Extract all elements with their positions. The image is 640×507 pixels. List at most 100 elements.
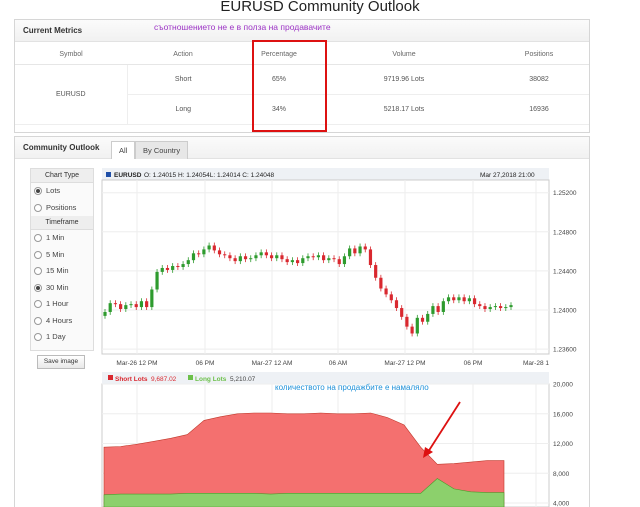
candle <box>342 256 347 265</box>
candle <box>488 307 492 310</box>
long-lots-legend: Long Lots <box>195 376 227 383</box>
option-label: 15 Min <box>46 266 69 275</box>
candle <box>176 266 180 268</box>
radio-icon[interactable] <box>34 333 42 342</box>
price-chart-area <box>101 179 550 355</box>
candle <box>431 306 435 314</box>
candle <box>269 255 274 259</box>
table-row: Long 34% 5218.17 Lots 16936 <box>15 94 589 125</box>
candle <box>301 258 305 264</box>
option-label: 1 Day <box>46 332 66 341</box>
tab-by-country[interactable]: By Country <box>135 141 189 159</box>
candle <box>332 258 336 260</box>
positions-cell: 16936 <box>489 94 589 125</box>
community-outlook-title: Community Outlook <box>23 143 100 152</box>
candle <box>363 246 367 250</box>
candle <box>415 317 419 334</box>
timeframe-30min[interactable]: 30 Min <box>31 280 93 297</box>
candle <box>394 300 399 309</box>
short-lots-legend: Short Lots <box>115 376 148 383</box>
option-label: 5 Min <box>46 249 65 259</box>
candle <box>493 306 497 308</box>
candle <box>400 308 404 317</box>
save-image-button[interactable]: Save image <box>37 355 85 369</box>
short-lots-value: 9,687.02 <box>151 376 177 383</box>
chart-type-positions[interactable]: Positions <box>31 200 93 217</box>
long-lots-area <box>103 478 505 507</box>
candle <box>103 311 107 316</box>
chart-timestamp: Mar 27,2018 21:00 <box>480 172 535 179</box>
candle <box>358 246 362 254</box>
candle <box>426 313 430 322</box>
candle <box>181 264 185 267</box>
candle <box>384 288 388 295</box>
chart-type-lots[interactable]: Lots <box>31 183 93 200</box>
radio-icon[interactable] <box>34 283 42 292</box>
timeframe-15min[interactable]: 15 Min <box>31 263 93 280</box>
candle <box>311 256 315 258</box>
candle <box>191 253 196 261</box>
candle <box>275 255 279 259</box>
radio-icon[interactable] <box>34 187 42 196</box>
option-label: 4 Hours <box>46 315 73 325</box>
candle <box>410 326 414 334</box>
timeframe-1day[interactable]: 1 Day <box>31 329 93 346</box>
candle <box>113 303 118 305</box>
candle <box>441 301 445 312</box>
candle <box>145 301 149 308</box>
candle <box>290 260 294 263</box>
radio-icon[interactable] <box>34 250 42 259</box>
candle <box>368 249 373 266</box>
candle <box>108 303 112 312</box>
price-y-tick: 1.24000 <box>553 308 577 315</box>
candle <box>478 304 482 307</box>
timeframe-title: Timeframe <box>31 216 93 230</box>
metrics-header-row: Symbol Action Percentage Volume Position… <box>15 46 589 65</box>
timeframe-4hours[interactable]: 4 Hours <box>31 313 93 330</box>
candle <box>171 266 175 270</box>
radio-icon[interactable] <box>34 300 42 309</box>
candle <box>509 305 513 308</box>
option-label: Lots <box>46 186 61 195</box>
timeframe-1min[interactable]: 1 Min <box>31 230 93 247</box>
current-metrics-panel: Current Metrics Symbol Action Percentage… <box>14 19 590 133</box>
price-x-tick: Mar-27 12 PM <box>384 360 425 367</box>
price-y-tick: 1.24400 <box>553 268 577 275</box>
candle <box>483 306 487 310</box>
tab-all[interactable]: All <box>111 141 136 159</box>
candle <box>337 259 341 265</box>
col-action: Action <box>127 46 239 65</box>
timeframe-1hour[interactable]: 1 Hour <box>31 296 93 313</box>
short-lots-area <box>103 412 505 507</box>
symbol-cell: EURUSD <box>15 64 128 125</box>
candle <box>472 298 477 305</box>
candle <box>259 252 263 256</box>
candle <box>207 245 211 250</box>
candle <box>280 255 284 260</box>
candle <box>498 306 503 309</box>
annotation-arrow <box>427 401 461 453</box>
legend-square-icon <box>106 172 111 177</box>
candle <box>452 297 456 301</box>
candle <box>504 307 508 309</box>
candle <box>197 253 201 255</box>
candle <box>165 267 170 270</box>
candle <box>306 256 310 259</box>
price-x-tick: 06 PM <box>464 360 483 367</box>
radio-icon[interactable] <box>34 234 42 243</box>
col-volume: Volume <box>319 46 489 65</box>
price-y-tick: 1.24800 <box>553 229 577 236</box>
candle <box>249 258 253 260</box>
price-y-tick: 1.25200 <box>553 190 577 197</box>
lots-y-tick: 20,000 <box>553 382 573 389</box>
candle <box>353 248 357 254</box>
chart-type-title: Chart Type <box>31 169 93 183</box>
candle <box>233 258 237 262</box>
radio-icon[interactable] <box>34 267 42 276</box>
radio-icon[interactable] <box>34 203 42 212</box>
candle <box>202 249 206 255</box>
short-legend-icon <box>108 375 113 380</box>
timeframe-5min[interactable]: 5 Min <box>31 247 93 264</box>
price-x-tick: 06 PM <box>196 360 215 367</box>
radio-icon[interactable] <box>34 316 42 325</box>
